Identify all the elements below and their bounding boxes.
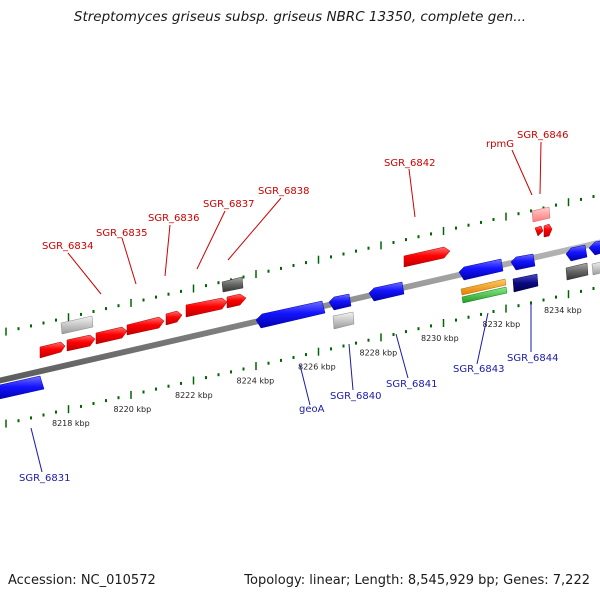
- gene-label[interactable]: SGR_6831: [19, 473, 71, 484]
- gene-label[interactable]: SGR_6835: [96, 228, 148, 239]
- accession-text: Accession: NC_010572: [8, 573, 156, 588]
- ruler-tick-label: 8232 kbp: [483, 320, 521, 329]
- gene-feature[interactable]: [403, 246, 451, 268]
- gene-feature[interactable]: [39, 341, 66, 359]
- gene-label[interactable]: SGR_6837: [203, 199, 255, 210]
- gene-feature[interactable]: [461, 286, 508, 304]
- gene-feature[interactable]: [221, 276, 244, 293]
- gene-feature[interactable]: [534, 225, 544, 237]
- label-leaders: [30, 141, 542, 473]
- gene-label[interactable]: SGR_6841: [386, 379, 438, 390]
- gene-feature[interactable]: [543, 223, 553, 238]
- gene-features: [0, 206, 600, 400]
- gene-feature[interactable]: [368, 281, 405, 302]
- gene-label[interactable]: SGR_6846: [517, 130, 569, 141]
- gene-feature[interactable]: [60, 315, 94, 335]
- gene-label[interactable]: SGR_6844: [507, 353, 559, 364]
- gene-feature[interactable]: [588, 240, 600, 256]
- gene-feature[interactable]: [185, 297, 228, 318]
- gene-label[interactable]: rpmG: [486, 139, 514, 150]
- strand-dot-guides: [5, 195, 595, 428]
- gene-feature[interactable]: [165, 310, 183, 326]
- ruler-tick-label: 8222 kbp: [175, 391, 213, 400]
- ruler-tick-label: 8234 kbp: [544, 306, 582, 315]
- gene-feature[interactable]: [126, 316, 165, 336]
- gene-label[interactable]: SGR_6842: [384, 158, 436, 169]
- gene-feature[interactable]: [458, 258, 504, 281]
- ruler: 8218 kbp 8220 kbp 8222 kbp 8224 kbp 8226 kbp…: [52, 306, 582, 428]
- ruler-tick-label: 8226 kbp: [298, 363, 336, 372]
- gene-label[interactable]: geoA: [299, 404, 325, 415]
- gene-feature[interactable]: [565, 244, 588, 262]
- gene-feature[interactable]: [66, 334, 96, 352]
- ruler-tick-label: 8220 kbp: [114, 405, 152, 414]
- ruler-tick-label: 8224 kbp: [237, 377, 275, 386]
- map-title: Streptomyces griseus subsp. griseus NBRC…: [73, 9, 527, 25]
- gene-feature[interactable]: [512, 273, 539, 293]
- gene-label[interactable]: SGR_6836: [148, 213, 200, 224]
- gene-feature[interactable]: [332, 311, 355, 330]
- gene-feature[interactable]: [531, 206, 551, 223]
- gene-label[interactable]: SGR_6838: [258, 186, 310, 197]
- top-labels: SGR_6834 SGR_6835 SGR_6836 SGR_6837 SGR_…: [42, 130, 569, 252]
- gene-feature[interactable]: [0, 375, 45, 400]
- gene-feature[interactable]: [565, 262, 589, 281]
- gene-feature[interactable]: [591, 261, 600, 276]
- gene-feature[interactable]: [255, 300, 326, 329]
- gene-feature[interactable]: [460, 278, 507, 296]
- gene-feature[interactable]: [226, 293, 247, 309]
- gene-label[interactable]: SGR_6843: [453, 364, 505, 375]
- gene-feature[interactable]: [510, 253, 536, 271]
- bottom-labels: SGR_6831 geoA SGR_6840 SGR_6841 SGR_6843…: [19, 353, 559, 484]
- gene-label[interactable]: SGR_6834: [42, 241, 94, 252]
- gene-feature[interactable]: [95, 326, 128, 345]
- ruler-tick-label: 8228 kbp: [360, 348, 398, 357]
- ruler-tick-label: 8218 kbp: [52, 419, 90, 428]
- gene-label[interactable]: SGR_6840: [330, 391, 382, 402]
- topology-text: Topology: linear; Length: 8,545,929 bp; …: [244, 573, 590, 588]
- ruler-tick-label: 8230 kbp: [421, 334, 459, 343]
- gene-feature[interactable]: [328, 293, 352, 311]
